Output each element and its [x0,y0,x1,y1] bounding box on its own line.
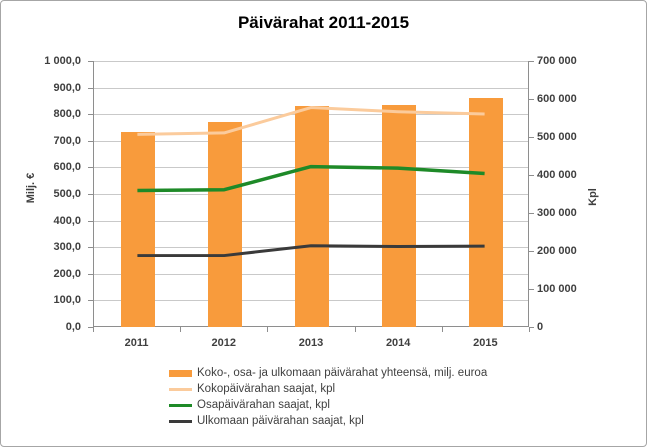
legend-line-swatch [169,419,192,423]
bar-2011 [120,131,155,327]
x-axis-label-2015: 2015 [473,337,498,349]
right-axis-tick-label: 400 000 [537,169,577,181]
legend-line-swatch [169,387,192,391]
legend-item-2: Osapäivärahan saajat, kpl [169,397,487,413]
right-axis-tick-label: 600 000 [537,93,577,105]
legend-item-3: Ulkomaan päivärahan saajat, kpl [169,413,487,429]
left-axis-tick-label: 1 000,0 [44,55,81,67]
bar-2013 [295,106,329,327]
line-series-2 [137,244,485,258]
right-axis-tick-mark [529,289,534,290]
chart-title: Päivärahat 2011-2015 [237,13,410,32]
left-axis-tick-mark [88,140,93,142]
legend-label: Ulkomaan päivärahan saajat, kpl [197,414,364,427]
right-axis-tick-label: 300 000 [537,207,577,219]
x-axis-label-2011: 2011 [124,337,149,349]
left-axis-tick-label: 400,0 [53,214,81,227]
bar-2014 [382,104,417,327]
left-axis-tick-label: 700,0 [53,134,81,147]
right-axis-tick-mark [529,251,534,252]
right-axis-tick-label: 700 000 [537,55,577,67]
right-axis-tick-mark [529,99,534,100]
line-series-layer [137,106,485,258]
right-axis-tick-label: 0 [537,321,544,333]
left-axis-tick-label: 0,0 [65,321,81,333]
plot-area [93,61,529,327]
left-axis-tick-label: 500,0 [53,188,81,200]
legend-item-1: Kokopäivärahan saajat, kpl [169,381,487,397]
right-axis-tick-mark [529,175,534,176]
gridline-1000 [94,61,528,62]
left-axis-tick-mark [88,273,93,275]
left-axis-tick-mark [88,87,93,89]
left-axis-tick-mark [88,61,93,62]
left-axis-tick-mark [88,300,93,302]
x-axis-tick-mark [529,327,530,332]
x-axis-tick-mark [93,327,94,332]
legend-label: Osapäivärahan saajat, kpl [197,398,330,411]
right-axis-tick-label: 200 000 [537,245,577,257]
legend-bar-swatch [169,369,192,377]
x-axis-tick-mark [267,327,269,332]
left-axis-tick-label: 300,0 [53,241,81,254]
left-axis-tick-label: 200,0 [53,267,81,280]
right-axis-tick-label: 500 000 [537,131,577,143]
left-axis-tick-mark [88,220,93,222]
x-axis-label-2014: 2014 [385,337,411,349]
bar-2012 [207,122,242,327]
legend-line-swatch [169,403,192,407]
left-axis-tick-mark [88,327,93,328]
line-series-0 [137,106,485,136]
legend: Koko-, osa- ja ulkomaan päivärahat yhtee… [169,365,487,429]
x-axis-tick-mark [180,327,182,332]
legend-label: Koko-, osa- ja ulkomaan päivärahat yhtee… [197,366,488,379]
left-axis-tick-mark [88,194,93,195]
right-axis-tick-mark [529,61,534,62]
left-axis-tick-label: 800,0 [53,108,81,121]
left-axis-tick-label: 900,0 [53,81,81,94]
gridline-900 [94,87,528,89]
left-axis-tick-mark [88,247,93,249]
bar-2015 [469,98,504,327]
right-axis-tick-mark [529,213,534,214]
legend-label: Kokopäivärahan saajat, kpl [197,382,336,395]
x-axis-tick-mark [354,327,356,332]
line-series-1 [137,164,485,193]
left-axis-tick-mark [88,114,93,116]
legend-item-0: Koko-, osa- ja ulkomaan päivärahat yhtee… [169,365,487,381]
left-axis-tick-mark [88,167,93,169]
left-axis-tick-label: 600,0 [53,161,81,174]
right-axis-tick-mark [529,327,534,328]
x-axis-label-2013: 2013 [298,337,324,349]
left-axis-tick-label: 100,0 [53,294,81,307]
right-axis-tick-label: 100 000 [537,283,577,295]
right-axis-tick-mark [529,137,534,138]
x-axis-label-2012: 2012 [211,337,237,349]
x-axis-tick-mark [441,327,443,332]
